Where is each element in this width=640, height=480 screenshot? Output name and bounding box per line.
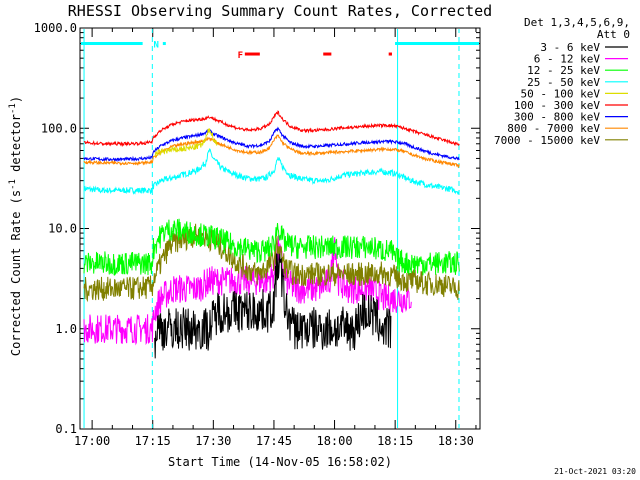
y-axis-label-sup1: -1 [8,179,18,190]
series-line [83,218,460,277]
legend-entry-label: 50 - 100 keV [521,87,601,100]
y-axis-label-mid: detector [9,114,23,179]
plot-frame [79,27,481,430]
x-tick-label: 17:30 [195,434,231,448]
series-line [83,148,460,195]
legend-header-2: Att 0 [597,28,630,41]
legend-entry-label: 100 - 300 keV [514,99,600,112]
flag-label: F [238,51,243,61]
x-tick-label: 18:30 [438,434,474,448]
y-tick-label: 1000.0 [34,21,77,35]
series-line [83,110,460,148]
legend-entry-label: 3 - 6 keV [540,41,600,54]
legend-entry-label: 800 - 7000 keV [507,122,600,135]
legend-entry-label: 300 - 800 keV [514,111,600,124]
series-line [83,134,460,169]
y-tick-label: 10.0 [48,222,77,236]
y-tick-label: 100.0 [41,121,77,135]
y-axis-label-sup2: -1 [8,103,18,114]
x-tick-label: 17:15 [135,434,171,448]
y-axis-label: Corrected Count Rate (s-1 detector-1) [8,96,23,356]
legend-header-1: Det 1,3,4,5,6,9, [524,16,630,29]
series-line [154,128,218,157]
flag-label: N [154,41,159,51]
x-axis-label: Start Time (14-Nov-05 16:58:02) [168,455,392,469]
series-line [154,253,392,359]
series-line [83,126,460,163]
legend-entry-label: 7000 - 15000 keV [494,134,600,147]
x-tick-label: 18:15 [377,434,413,448]
footer-timestamp: 21-Oct-2021 03:20 [554,467,636,476]
y-tick-label: 1.0 [55,322,77,336]
chart-title: RHESSI Observing Summary Count Rates, Co… [68,2,492,20]
legend-entry-label: 12 - 25 keV [527,64,600,77]
legend-entry-label: 25 - 50 keV [527,76,600,89]
y-tick-label: 0.1 [55,422,77,436]
legend-entry-label: 6 - 12 keV [534,53,601,66]
y-axis-label-end: ) [9,96,23,103]
y-axis-label-main: Corrected Count Rate (s [9,190,23,356]
plot-area: 0.1 1.0 10.0 100.0 1000.0 17:00 17:15 17:30 17:4… [34,21,481,448]
series-group: NF [81,29,479,428]
x-tick-label: 17:45 [256,434,292,448]
x-tick-label: 17:00 [74,434,110,448]
x-tick-label: 18:00 [316,434,352,448]
